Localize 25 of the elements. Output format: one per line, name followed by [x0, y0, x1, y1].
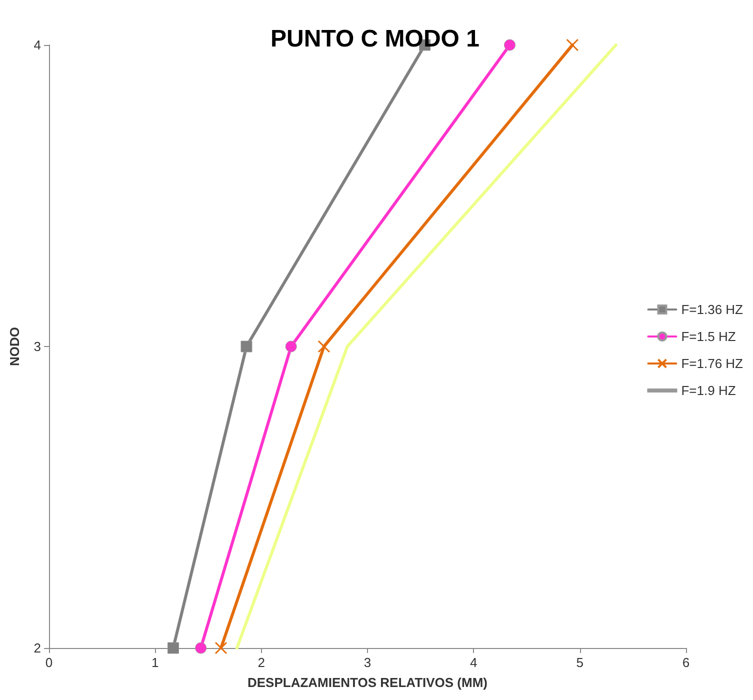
point — [167, 642, 179, 654]
x-tick-label: 2 — [258, 655, 265, 670]
point — [318, 340, 330, 353]
x-tick-label: 5 — [576, 655, 584, 670]
y-tick-label: 2 — [34, 640, 41, 656]
y-axis-title: NODO — [7, 327, 22, 366]
x-tick-label: 3 — [364, 655, 372, 670]
point — [240, 340, 252, 352]
x-tick-label: 4 — [470, 655, 478, 670]
x-axis-title: DESPLAZAMIENTOS RELATIVOS (MM) — [247, 675, 488, 690]
x-tick-label: 1 — [152, 655, 159, 670]
legend-label: F=1.5 HZ — [681, 329, 736, 344]
point — [504, 39, 516, 51]
point — [195, 642, 207, 654]
legend-label: F=1.9 HZ — [681, 383, 736, 398]
point — [214, 642, 228, 654]
chart-title: PUNTO C MODO 1 — [270, 26, 480, 52]
y-tick-label: 4 — [34, 38, 41, 52]
legend-label: F=1.76 HZ — [681, 356, 744, 371]
x-tick-label: 0 — [45, 655, 53, 670]
x-tick-label: 6 — [682, 655, 690, 670]
point — [285, 340, 297, 352]
y-tick-label: 3 — [34, 339, 41, 354]
legend-label: F=1.36 HZ — [681, 302, 744, 317]
point — [566, 38, 579, 52]
